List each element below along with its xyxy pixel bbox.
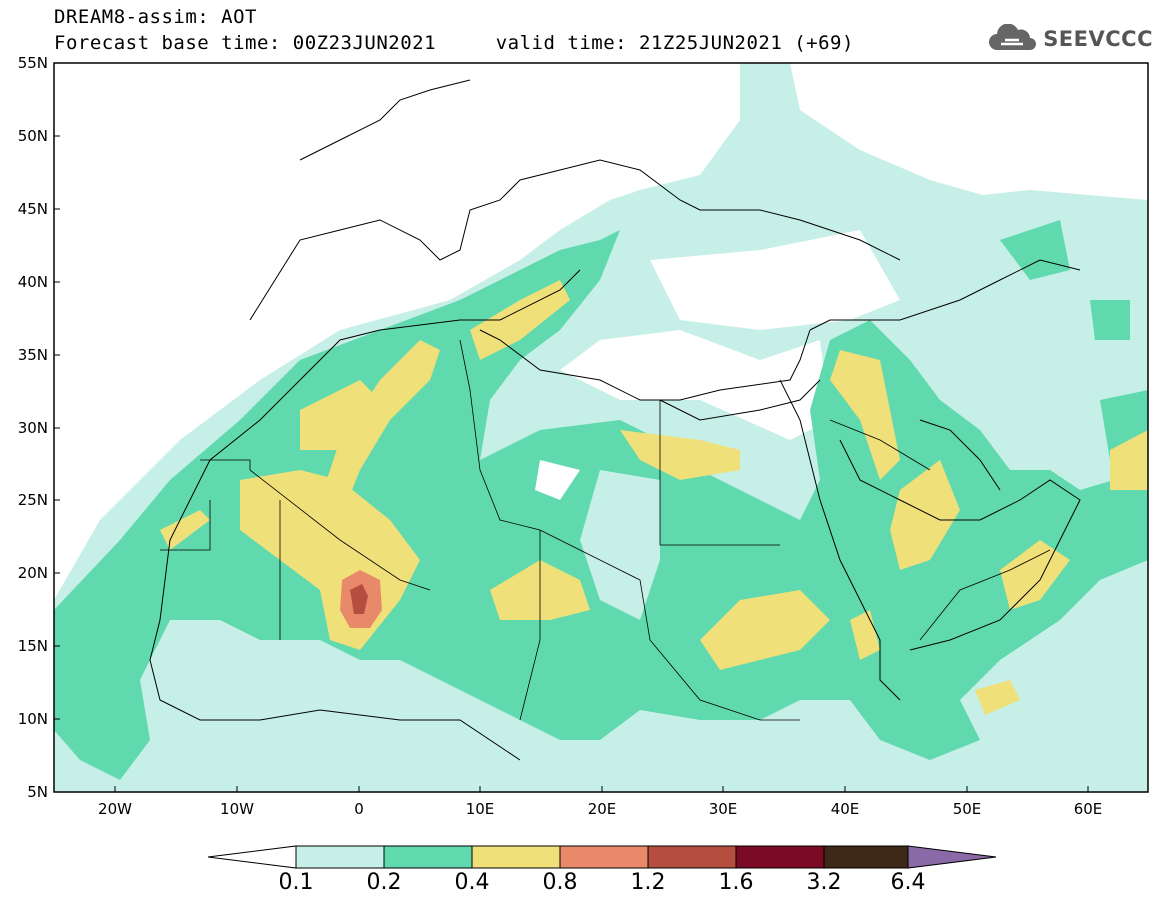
lon-label: 30E (708, 800, 738, 818)
colorbar-label: 0.4 (454, 870, 490, 895)
aot-field (54, 63, 1148, 792)
aot-contour-red (350, 584, 368, 614)
lat-label: 25N (17, 491, 48, 509)
colorbar-segment (647, 845, 737, 869)
lat-label: 55N (17, 54, 48, 72)
colorbar-label: 0.1 (278, 870, 314, 895)
lat-label: 50N (17, 127, 48, 145)
colorbar-segment (735, 845, 825, 869)
colorbar-segment (559, 845, 649, 869)
lat-label: 40N (17, 273, 48, 291)
seevccc-logo: SEEVCCC (987, 24, 1153, 54)
country-borders (160, 339, 1051, 721)
lon-label: 20E (587, 800, 617, 818)
colorbar-label: 6.4 (890, 870, 926, 895)
lat-label: 5N (27, 783, 48, 801)
lat-label: 35N (17, 346, 48, 364)
colorbar-label: 0.2 (366, 870, 402, 895)
coastlines (149, 79, 1081, 761)
colorbar-label: 0.8 (542, 870, 578, 895)
lon-label: 0 (354, 800, 364, 818)
colorbar-under-triangle (207, 845, 297, 869)
colorbar-segment (295, 845, 385, 869)
lat-label: 45N (17, 200, 48, 218)
colorbar-over-triangle (907, 845, 997, 869)
lat-label: 15N (17, 637, 48, 655)
lat-label: 30N (17, 419, 48, 437)
colorbar-segment (383, 845, 473, 869)
lon-label: 10E (465, 800, 495, 818)
lat-label: 10N (17, 710, 48, 728)
colorbar (207, 845, 997, 869)
lat-label: 20N (17, 564, 48, 582)
colorbar-label: 1.6 (718, 870, 754, 895)
logo-text: SEEVCCC (1043, 27, 1153, 51)
forecast-times: Forecast base time: 00Z23JUN2021 valid t… (54, 32, 854, 54)
colorbar-segment (471, 845, 561, 869)
lon-label: 20W (98, 800, 132, 818)
colorbar-label: 3.2 (806, 870, 842, 895)
cloud-icon (989, 24, 1037, 50)
colorbar-segment (823, 845, 909, 869)
lon-label: 60E (1073, 800, 1103, 818)
lon-label: 40E (830, 800, 860, 818)
colorbar-label: 1.2 (630, 870, 666, 895)
lon-label: 50E (952, 800, 982, 818)
lon-label: 10W (220, 800, 254, 818)
axis-ticks (54, 62, 1089, 792)
map-title: DREAM8-assim: AOT (54, 6, 257, 28)
